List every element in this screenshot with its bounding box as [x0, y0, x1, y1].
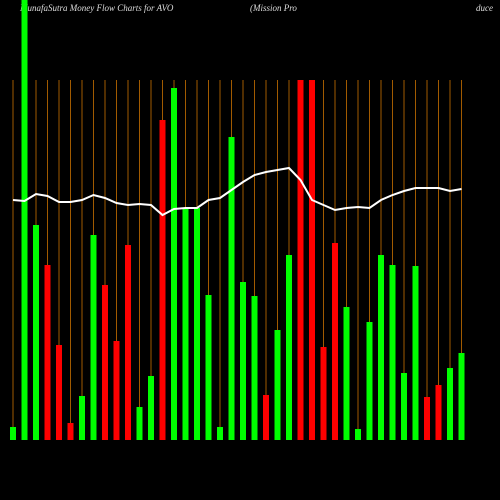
bar	[194, 208, 200, 440]
bar	[67, 423, 74, 440]
bar	[355, 429, 361, 440]
bar	[182, 208, 189, 440]
chart-subtitle-tail: duce	[476, 3, 493, 13]
bar	[21, 0, 28, 440]
bar	[343, 307, 350, 440]
bar	[90, 235, 97, 440]
bar	[136, 407, 143, 440]
bar	[44, 265, 51, 440]
bar	[125, 245, 131, 440]
bar	[251, 296, 258, 440]
bar	[240, 282, 246, 440]
bar	[148, 376, 154, 440]
bar	[286, 255, 292, 440]
bar	[113, 341, 120, 440]
bar	[102, 285, 108, 440]
bar	[274, 330, 281, 440]
bar	[228, 137, 235, 440]
bar	[297, 80, 304, 440]
chart-title: MunafaSutra Money Flow Charts for AVO	[19, 3, 174, 13]
bar	[10, 427, 16, 440]
bar	[458, 353, 465, 440]
bar	[412, 266, 419, 440]
bar	[366, 322, 373, 440]
bar	[309, 80, 315, 440]
bar	[435, 385, 442, 440]
bar	[171, 88, 177, 440]
bar	[320, 347, 327, 440]
bar	[378, 255, 384, 440]
money-flow-line	[12, 166, 462, 217]
bar	[401, 373, 407, 440]
bar	[217, 427, 223, 440]
bar	[332, 243, 338, 440]
bar	[205, 295, 212, 440]
bar	[447, 368, 453, 440]
bar	[56, 345, 62, 440]
bar	[424, 397, 430, 440]
bar	[33, 225, 39, 440]
chart-subtitle: (Mission Pro	[250, 3, 297, 13]
bar	[79, 396, 85, 440]
bar	[389, 265, 396, 440]
bar	[159, 120, 166, 440]
bar	[263, 395, 269, 440]
